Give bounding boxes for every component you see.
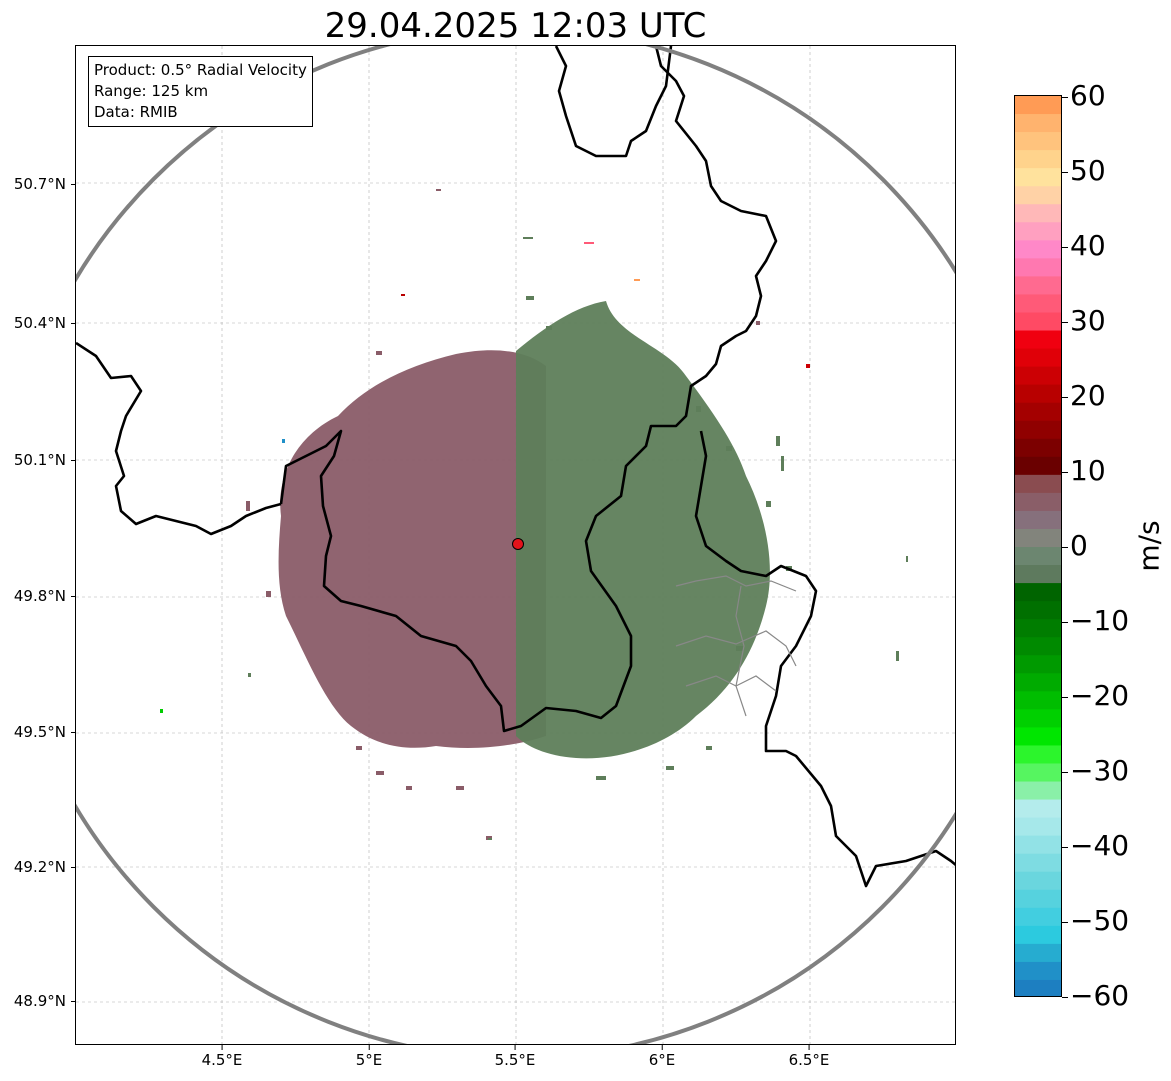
- colorbar-band: [1015, 222, 1061, 241]
- colorbar-band: [1015, 961, 1061, 981]
- colorbar-band: [1015, 979, 1061, 996]
- colorbar-band: [1015, 258, 1061, 277]
- colorbar-band: [1015, 871, 1061, 891]
- colorbar-tick-label: 60: [1062, 81, 1106, 111]
- product-info-box: Product: 0.5° Radial Velocity Range: 125…: [88, 56, 313, 127]
- colorbar-tick-label: −30: [1062, 756, 1129, 786]
- colorbar-band: [1015, 817, 1061, 837]
- colorbar-band: [1015, 456, 1061, 476]
- colorbar-band: [1015, 907, 1061, 927]
- colorbar-tick-label: 40: [1062, 231, 1106, 261]
- colorbar-band: [1015, 366, 1061, 386]
- radar-map[interactable]: [75, 45, 956, 1045]
- lon-tick: 5°E: [355, 1045, 383, 1069]
- colorbar-tick-label: −20: [1062, 681, 1129, 711]
- admin-boundaries: [675, 575, 797, 717]
- lon-tick: 6.5°E: [788, 1045, 830, 1069]
- receding-echo-area: [278, 350, 546, 748]
- colorbar-band: [1015, 150, 1061, 169]
- lat-tick: 49.8°N: [13, 587, 77, 605]
- colorbar-tick-label: 50: [1062, 156, 1106, 186]
- colorbar-band: [1015, 727, 1061, 747]
- colorbar-band: [1015, 781, 1061, 801]
- colorbar-band: [1015, 691, 1061, 710]
- info-range: Range: 125 km: [94, 82, 209, 100]
- colorbar-band: [1015, 384, 1061, 404]
- colorbar-band: [1015, 330, 1061, 350]
- colorbar-tick-label: −50: [1062, 906, 1129, 936]
- country-borders: [76, 46, 955, 888]
- colorbar-band: [1015, 186, 1061, 205]
- colorbar-band: [1015, 312, 1061, 332]
- colorbar-band: [1015, 276, 1061, 296]
- colorbar-band: [1015, 402, 1061, 422]
- lon-tick: 4.5°E: [201, 1045, 243, 1069]
- info-product: Product: 0.5° Radial Velocity: [94, 61, 307, 79]
- colorbar-tick-label: 10: [1062, 456, 1106, 486]
- colorbar-tick-label: 20: [1062, 381, 1106, 411]
- colorbar-band: [1015, 204, 1061, 223]
- colorbar-band: [1015, 114, 1061, 133]
- colorbar-band: [1015, 925, 1061, 945]
- velocity-colorbar: [1014, 95, 1062, 997]
- colorbar-band: [1015, 853, 1061, 873]
- lat-tick: 50.1°N: [13, 451, 77, 469]
- colorbar-band: [1015, 709, 1061, 728]
- colorbar-band: [1015, 474, 1061, 494]
- lat-tick: 48.9°N: [13, 992, 77, 1010]
- colorbar-band: [1015, 420, 1061, 440]
- lon-tick: 6°E: [648, 1045, 676, 1069]
- colorbar-tick-label: −10: [1062, 606, 1129, 636]
- info-data-source: Data: RMIB: [94, 103, 178, 121]
- lat-tick: 49.5°N: [13, 723, 77, 741]
- colorbar-band: [1015, 528, 1061, 548]
- colorbar-tick-label: 30: [1062, 306, 1106, 336]
- colorbar-band: [1015, 132, 1061, 151]
- colorbar-band: [1015, 547, 1061, 566]
- colorbar-band: [1015, 565, 1061, 584]
- colorbar-band: [1015, 763, 1061, 783]
- colorbar-band: [1015, 348, 1061, 368]
- colorbar-band: [1015, 673, 1061, 692]
- approaching-echo-area: [516, 301, 770, 759]
- colorbar-tick-label: −40: [1062, 831, 1129, 861]
- colorbar-tick-label: 0: [1062, 531, 1088, 561]
- lon-tick: 5.5°E: [494, 1045, 536, 1069]
- colorbar-band: [1015, 583, 1061, 602]
- colorbar-band: [1015, 745, 1061, 765]
- colorbar-band: [1015, 655, 1061, 674]
- colorbar-band: [1015, 438, 1061, 458]
- colorbar-band: [1015, 168, 1061, 187]
- colorbar-band: [1015, 835, 1061, 855]
- map-title: 29.04.2025 12:03 UTC: [324, 6, 707, 46]
- colorbar-tick-label: −60: [1062, 981, 1129, 1011]
- colorbar-band: [1015, 637, 1061, 656]
- lat-tick: 50.4°N: [13, 314, 77, 332]
- colorbar-band: [1015, 889, 1061, 909]
- colorbar-band: [1015, 601, 1061, 620]
- map-canvas: [76, 46, 955, 1044]
- colorbar-band: [1015, 943, 1061, 963]
- colorbar-band: [1015, 619, 1061, 638]
- outlier-pixels: [160, 189, 810, 840]
- colorbar-gradient: [1015, 96, 1061, 996]
- colorbar-label: m/s: [1132, 520, 1166, 572]
- colorbar-band: [1015, 799, 1061, 819]
- colorbar-band: [1015, 510, 1061, 530]
- colorbar-band: [1015, 240, 1061, 259]
- lat-tick: 49.2°N: [13, 858, 77, 876]
- colorbar-band: [1015, 492, 1061, 512]
- lat-tick: 50.7°N: [13, 175, 77, 193]
- radar-site-marker: [512, 538, 524, 550]
- colorbar-band: [1015, 96, 1061, 115]
- colorbar-band: [1015, 294, 1061, 314]
